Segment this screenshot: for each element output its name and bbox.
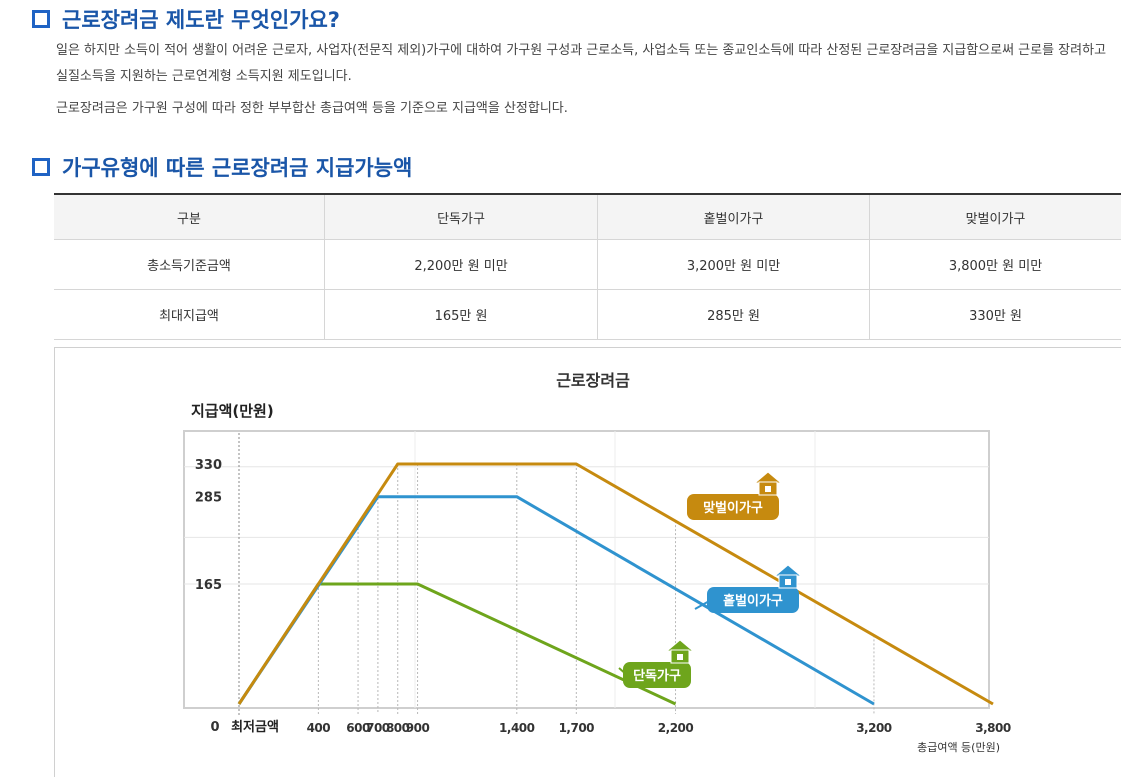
x-tick-label: 3,200 [856, 721, 892, 735]
x-tick-label: 1,400 [499, 721, 535, 735]
chart-xlabel: 총급여액 등(만원) [917, 741, 1000, 754]
table-cell: 총소득기준금액 [54, 240, 325, 290]
x-origin-label: 0 [210, 720, 219, 735]
table-row: 최대지급액 165만 원 285만 원 330만 원 [54, 290, 1121, 340]
x-tick-label: 900 [406, 721, 430, 735]
chart-ylabel: 지급액(만원) [191, 402, 274, 420]
table-header-cell: 단독가구 [325, 194, 598, 240]
table-cell: 330만 원 [870, 290, 1121, 340]
section-title-system: 근로장려금 제도란 무엇인가요? [32, 4, 340, 34]
bullet-square-icon [32, 10, 50, 28]
x-tick-label: 400 [307, 721, 331, 735]
table-header-cell: 구분 [54, 194, 325, 240]
house-icon [765, 486, 771, 492]
description-paragraph-1: 일은 하지만 소득이 적어 생활이 어려운 근로자, 사업자(전문직 제외)가구… [56, 38, 1116, 90]
section-title-amount: 가구유형에 따른 근로장려금 지급가능액 [32, 152, 412, 182]
house-icon [677, 654, 683, 660]
bullet-square-icon [32, 158, 50, 176]
table-cell: 2,200만 원 미만 [325, 240, 598, 290]
series-label: 맞벌이가구 [703, 500, 763, 516]
table-header-row: 구분 단독가구 홑벌이가구 맞벌이가구 [54, 194, 1121, 240]
description-paragraph-2: 근로장려금은 가구원 구성에 따라 정한 부부합산 총급여액 등을 기준으로 지… [56, 96, 1116, 122]
chart-plot-frame [184, 431, 989, 708]
y-tick-label: 330 [195, 458, 222, 473]
table-cell: 3,200만 원 미만 [598, 240, 870, 290]
table-cell: 최대지급액 [54, 290, 325, 340]
table-cell: 285만 원 [598, 290, 870, 340]
table-cell: 3,800만 원 미만 [870, 240, 1121, 290]
x-min-label: 최저금액 [231, 720, 279, 735]
y-tick-label: 165 [195, 578, 222, 593]
y-tick-label: 285 [195, 491, 222, 506]
x-tick-label: 3,800 [975, 721, 1011, 735]
amount-table: 구분 단독가구 홑벌이가구 맞벌이가구 총소득기준금액 2,200만 원 미만 … [54, 193, 1121, 340]
x-tick-label: 1,700 [559, 721, 595, 735]
series-label: 단독가구 [633, 668, 681, 684]
series-label: 홑벌이가구 [723, 593, 783, 609]
x-tick-label: 2,200 [658, 721, 694, 735]
section-title-amount-text: 가구유형에 따른 근로장려금 지급가능액 [62, 152, 412, 182]
table-row: 총소득기준금액 2,200만 원 미만 3,200만 원 미만 3,800만 원… [54, 240, 1121, 290]
table-cell: 165만 원 [325, 290, 598, 340]
chart-title: 근로장려금 [556, 371, 630, 390]
table-header-cell: 홑벌이가구 [598, 194, 870, 240]
table-header-cell: 맞벌이가구 [870, 194, 1121, 240]
section-title-system-text: 근로장려금 제도란 무엇인가요? [62, 4, 340, 34]
house-icon [785, 579, 791, 585]
